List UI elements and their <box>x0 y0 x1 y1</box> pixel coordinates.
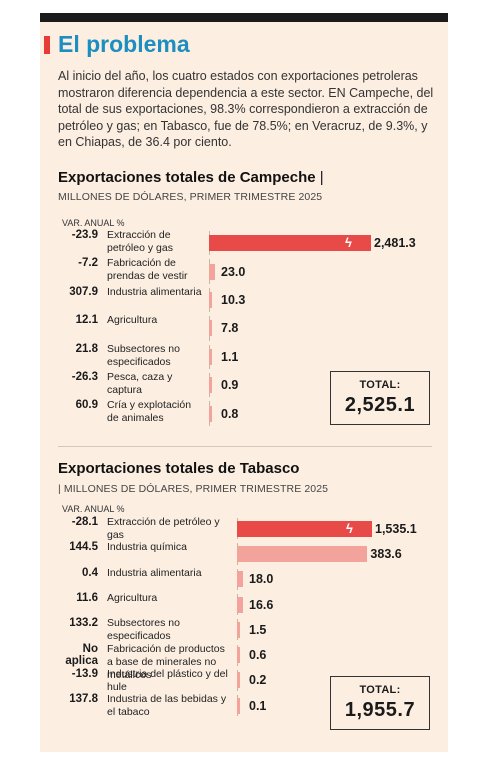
bar <box>209 377 212 394</box>
category-label: Fabricación de productos a base de miner… <box>107 642 225 681</box>
bar-row: 11.6 Agricultura 16.6 <box>40 592 448 617</box>
category-label: Pesca, caza y captura <box>107 371 173 396</box>
var-anual-label: -28.1 <box>71 516 98 528</box>
value-label: 16.6 <box>249 597 274 612</box>
category-label: Extracción de petróleo y gas <box>107 229 173 254</box>
category-label: Industria de las bebidas y el tabaco <box>107 693 227 719</box>
tabasco-total-box: TOTAL: 1,955.7 <box>330 676 430 730</box>
value-label: 10.3 <box>221 292 246 307</box>
value-label: 0.8 <box>221 406 239 421</box>
bar-row: -26.3 Pesca, caza y captura 0.9 <box>40 371 448 399</box>
tabasco-total-value: 1,955.7 <box>344 699 416 721</box>
var-anual-label: 11.6 <box>76 591 98 604</box>
bar-row: -28.1 Extracción de petróleo y gas ϟ 1,535.… <box>40 516 448 541</box>
bar-row: 144.5 Industria química 383.6 <box>40 541 448 566</box>
section-divider <box>58 446 432 447</box>
bar <box>237 520 372 537</box>
category-label: Agricultura <box>107 314 158 327</box>
bar-row: 12.1 Agricultura 7.8 <box>40 314 448 342</box>
bar <box>237 571 244 588</box>
campeche-total-box: TOTAL: 2,525.1 <box>330 371 430 425</box>
value-label: 18.0 <box>249 572 274 587</box>
value-label: 1.1 <box>221 349 239 364</box>
var-anual-label: -7.2 <box>78 257 98 270</box>
var-anual-label: -13.9 <box>71 667 98 680</box>
campeche-total-label: TOTAL: <box>359 379 401 391</box>
value-label: 2,481.3 <box>374 236 416 251</box>
bar-row: -13.9 Industria del plástico y del hule 0.… <box>40 668 448 693</box>
value-label: 383.6 <box>370 546 402 561</box>
infographic-panel: El problema Al inicio del año, los cuatr… <box>40 22 448 752</box>
value-label: 7.8 <box>221 321 239 336</box>
bar-row: 133.2 Subsectores no especificados 1.5 <box>40 617 448 642</box>
bar <box>237 621 240 638</box>
category-label: Industria alimentaria <box>107 285 202 298</box>
tabasco-total-label: TOTAL: <box>359 684 401 696</box>
bar-row: 307.9 Industria alimentaria 10.3 <box>40 286 448 314</box>
page-title: El problema <box>58 31 190 57</box>
tabasco-chart-title: Exportaciones totales de Tabasco <box>58 460 300 477</box>
value-label: 0.1 <box>249 698 267 713</box>
bar-row: -23.9 Extracción de petróleo y gas ϟ 2,481.… <box>40 229 448 257</box>
bar <box>237 697 240 714</box>
value-label: 23.0 <box>221 264 246 279</box>
bar-row: 0.4 Industria alimentaria 18.0 <box>40 567 448 592</box>
value-label: 0.2 <box>249 673 267 688</box>
var-anual-label: -23.9 <box>71 229 98 241</box>
axis-break-icon: ϟ <box>346 520 353 536</box>
top-rule <box>40 13 448 22</box>
bar <box>209 291 212 308</box>
bar <box>209 263 215 280</box>
category-label: Industria química <box>107 541 187 554</box>
bar-row: 21.8 Subsectores no especificados 1.1 <box>40 343 448 371</box>
bar <box>209 235 371 252</box>
bar <box>209 320 212 337</box>
var-anual-label: 21.8 <box>75 342 98 355</box>
value-label: 1.5 <box>249 622 267 637</box>
campeche-var-label: VAR. ANUAL % <box>62 218 125 228</box>
category-label: Subsectores no especificados <box>107 617 180 643</box>
bar <box>209 405 212 422</box>
var-anual-label: 12.1 <box>75 314 98 327</box>
category-label: Agricultura <box>107 591 158 604</box>
bar-row: No aplica Fabricación de productos a base… <box>40 642 448 681</box>
tabasco-chart-subtitle: | MILLONES DE DÓLARES, PRIMER TRIMESTRE … <box>58 483 329 495</box>
category-label: Industria alimentaria <box>107 566 202 579</box>
category-label: Extracción de petróleo y gas <box>107 516 220 541</box>
bar-row: 60.9 Cría y explotación de animales 0.8 <box>40 399 448 427</box>
var-anual-label: 307.9 <box>69 285 98 298</box>
var-anual-label: 0.4 <box>82 566 98 579</box>
campeche-total-value: 2,525.1 <box>344 394 416 416</box>
category-label: Subsectores no especificados <box>107 342 180 368</box>
bar <box>209 348 212 365</box>
value-label: 0.9 <box>221 378 239 393</box>
category-label: Cría y explotación de animales <box>107 399 192 425</box>
value-label: 1,535.1 <box>375 521 417 536</box>
category-label: Fabricación de prendas de vestir <box>107 257 188 283</box>
var-anual-label: 60.9 <box>75 399 98 412</box>
bar-row: 137.8 Industria de las bebidas y el tabac… <box>40 693 448 718</box>
intro-paragraph: Al inicio del año, los cuatro estados co… <box>58 69 434 149</box>
var-anual-label: No aplica <box>65 642 98 667</box>
bar <box>237 647 240 664</box>
var-anual-label: 137.8 <box>69 693 98 706</box>
category-label: Industria del plástico y del hule <box>107 667 228 693</box>
bar-row: -7.2 Fabricación de prendas de vestir 23.0 <box>40 257 448 285</box>
var-anual-label: -26.3 <box>71 371 98 383</box>
var-anual-label: 133.2 <box>69 617 98 630</box>
campeche-chart-title: Exportaciones totales de Campeche | <box>58 169 324 186</box>
var-anual-label: 144.5 <box>69 541 98 554</box>
campeche-chart-subtitle: MILLONES DE DÓLARES, PRIMER TRIMESTRE 20… <box>58 191 323 203</box>
axis-break-icon: ϟ <box>345 235 352 251</box>
bar <box>237 545 368 562</box>
tabasco-var-label: VAR. ANUAL % <box>62 504 125 514</box>
bar <box>237 672 240 689</box>
bar <box>237 596 243 613</box>
value-label: 0.6 <box>249 648 267 663</box>
title-accent-mark <box>44 36 50 54</box>
